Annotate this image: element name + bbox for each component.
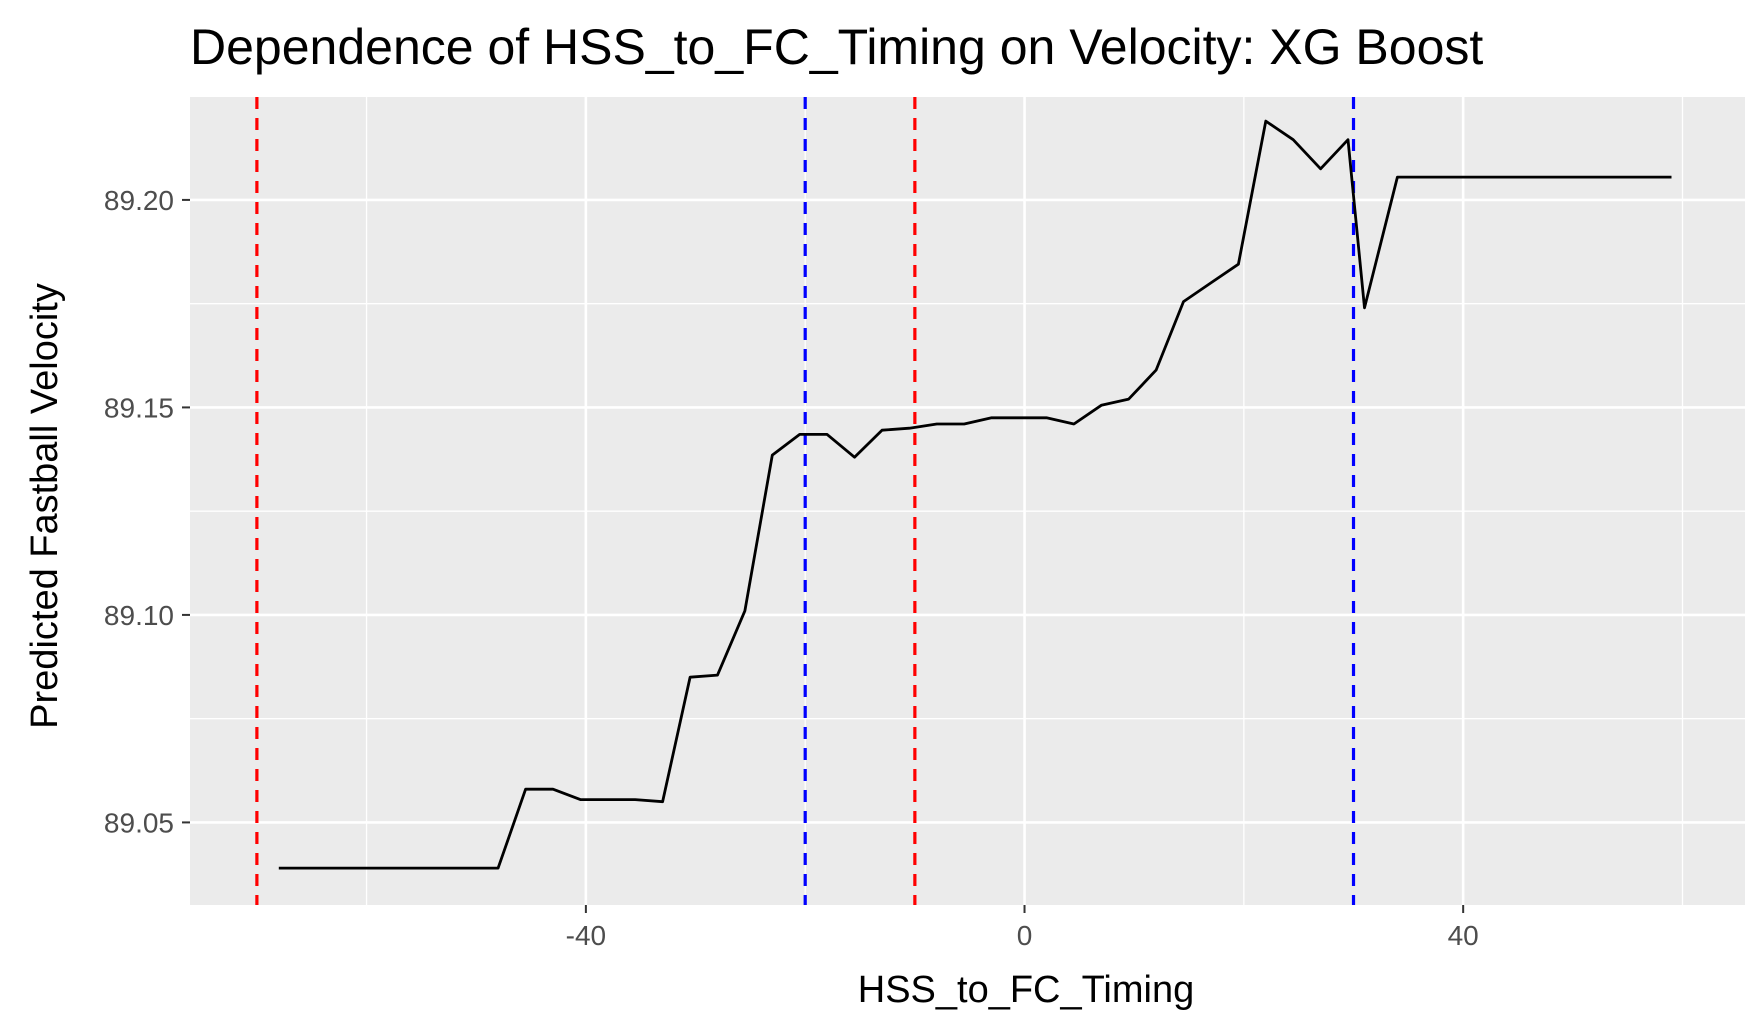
x-tick-label: 40 (1448, 920, 1479, 951)
series-line (278, 119, 1672, 870)
plot-panel (190, 97, 1745, 905)
chart-title: Dependence of HSS_to_FC_Timing on Veloci… (190, 19, 1483, 75)
axis-ticks (182, 198, 1465, 913)
x-tick-label: -40 (566, 920, 606, 951)
y-tick-label: 89.05 (104, 807, 174, 838)
y-tick-label: 89.15 (104, 392, 174, 423)
y-axis-title: Predicted Fastball Velocity (24, 283, 66, 729)
y-tick-labels: 89.05 89.10 89.15 89.20 (104, 185, 174, 838)
x-tick-label: 0 (1017, 920, 1033, 951)
x-axis-title: HSS_to_FC_Timing (858, 969, 1195, 1011)
series-group (278, 119, 1672, 870)
y-tick-label: 89.20 (104, 185, 174, 216)
reference-lines (255, 97, 1356, 905)
x-tick-labels: -40 0 40 (566, 920, 1479, 951)
major-gridlines (190, 97, 1745, 905)
y-tick-label: 89.10 (104, 600, 174, 631)
